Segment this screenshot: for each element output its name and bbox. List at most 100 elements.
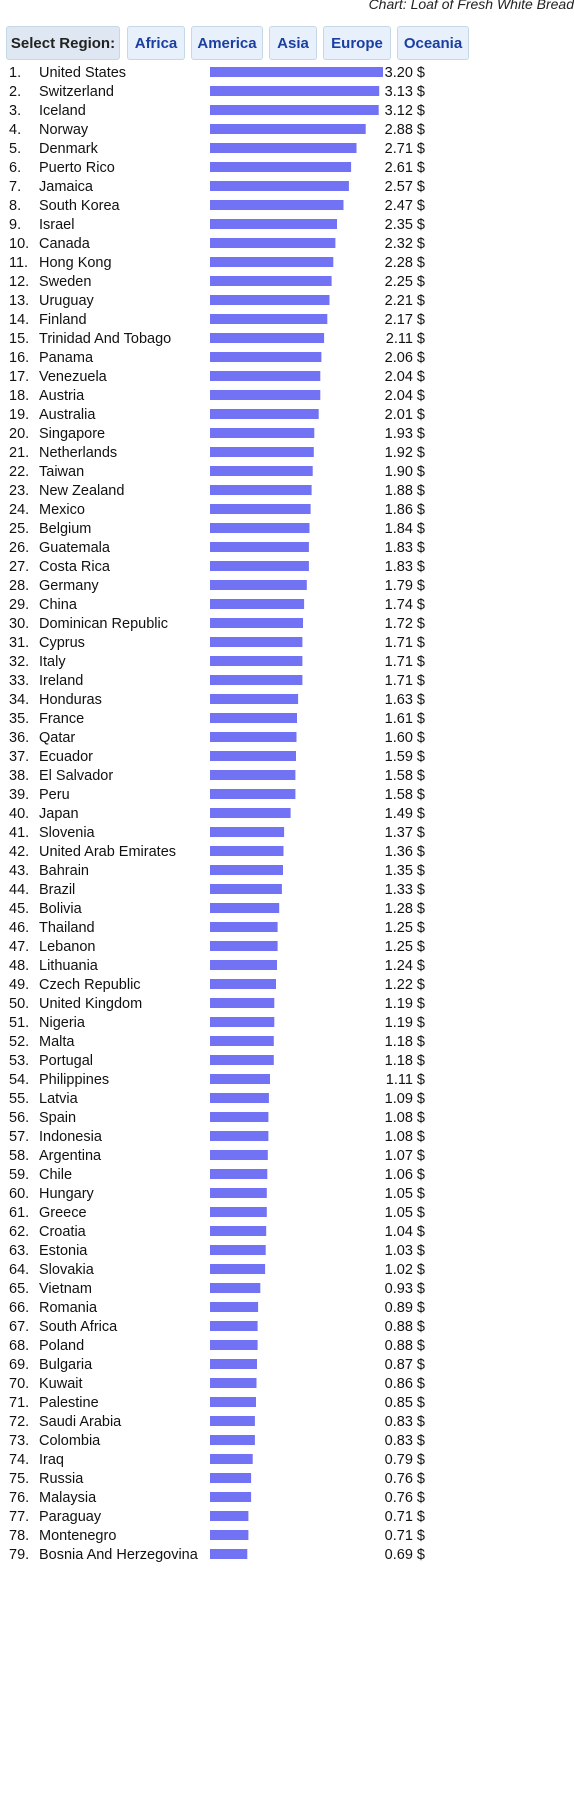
bar[interactable] [210, 998, 275, 1008]
bar[interactable] [210, 808, 291, 818]
bar[interactable] [210, 1169, 268, 1179]
bar[interactable] [210, 637, 303, 647]
bar[interactable] [210, 181, 349, 191]
bar[interactable] [210, 1378, 257, 1388]
bar[interactable] [210, 86, 380, 96]
bar[interactable] [210, 1321, 258, 1331]
region-button-africa[interactable]: Africa [127, 26, 185, 60]
region-button-oceania[interactable]: Oceania [397, 26, 469, 60]
bar[interactable] [210, 789, 296, 799]
bar[interactable] [210, 846, 284, 856]
bar[interactable] [210, 466, 313, 476]
bar[interactable] [210, 143, 357, 153]
bar[interactable] [210, 1340, 258, 1350]
bar[interactable] [210, 1207, 267, 1217]
bar[interactable] [210, 504, 311, 514]
bar[interactable] [210, 352, 322, 362]
bar[interactable] [210, 1283, 261, 1293]
value-label: 0.88 $ [385, 1338, 425, 1354]
bar[interactable] [210, 238, 336, 248]
bar[interactable] [210, 732, 297, 742]
bar[interactable] [210, 1416, 255, 1426]
bar[interactable] [210, 618, 303, 628]
value-label: 1.18 $ [385, 1053, 425, 1069]
bar[interactable] [210, 884, 282, 894]
bar[interactable] [210, 1359, 257, 1369]
bar[interactable] [210, 599, 305, 609]
bar[interactable] [210, 675, 303, 685]
bar[interactable] [210, 580, 307, 590]
bar[interactable] [210, 770, 296, 780]
rank-label: 30. [9, 616, 29, 632]
bar[interactable] [210, 1112, 269, 1122]
bar[interactable] [210, 1055, 274, 1065]
bar[interactable] [210, 428, 315, 438]
rank-label: 46. [9, 920, 29, 936]
bar[interactable] [210, 1226, 267, 1236]
bar[interactable] [210, 67, 383, 77]
country-label: Canada [39, 236, 91, 252]
value-label: 0.89 $ [385, 1300, 425, 1316]
bar[interactable] [210, 200, 344, 210]
bar[interactable] [210, 979, 276, 989]
bar[interactable] [210, 903, 280, 913]
bar[interactable] [210, 105, 379, 115]
bar[interactable] [210, 1492, 252, 1502]
bar[interactable] [210, 1093, 269, 1103]
bar[interactable] [210, 561, 309, 571]
bar[interactable] [210, 713, 297, 723]
rank-label: 29. [9, 597, 29, 613]
bar[interactable] [210, 1264, 266, 1274]
bar[interactable] [210, 1530, 249, 1540]
bar[interactable] [210, 1036, 274, 1046]
rank-label: 31. [9, 635, 29, 651]
bar[interactable] [210, 390, 321, 400]
region-button-europe[interactable]: Europe [323, 26, 391, 60]
bar[interactable] [210, 1245, 266, 1255]
bar[interactable] [210, 371, 321, 381]
bar[interactable] [210, 124, 366, 134]
bar[interactable] [210, 941, 278, 951]
chart-row: 71. Palestine 0.85 $ [9, 1395, 425, 1411]
bar[interactable] [210, 1017, 275, 1027]
bar[interactable] [210, 751, 296, 761]
rank-label: 9. [9, 217, 21, 233]
bar[interactable] [210, 295, 330, 305]
bar[interactable] [210, 865, 283, 875]
bar[interactable] [210, 1435, 255, 1445]
bar[interactable] [210, 485, 312, 495]
bar[interactable] [210, 1074, 270, 1084]
bar[interactable] [210, 1150, 268, 1160]
rank-label: 45. [9, 901, 29, 917]
bar[interactable] [210, 333, 325, 343]
bar[interactable] [210, 257, 334, 267]
bar[interactable] [210, 694, 299, 704]
bar[interactable] [210, 656, 303, 666]
bar[interactable] [210, 1473, 252, 1483]
region-button-asia[interactable]: Asia [269, 26, 317, 60]
bar[interactable] [210, 162, 352, 172]
bar[interactable] [210, 827, 285, 837]
country-label: South Korea [39, 198, 121, 214]
bar[interactable] [210, 447, 314, 457]
bar[interactable] [210, 1397, 256, 1407]
bar[interactable] [210, 542, 309, 552]
bar[interactable] [210, 1131, 269, 1141]
bar[interactable] [210, 922, 278, 932]
bar[interactable] [210, 276, 332, 286]
bar[interactable] [210, 1454, 253, 1464]
bar[interactable] [210, 960, 277, 970]
region-button-america[interactable]: America [191, 26, 263, 60]
bar[interactable] [210, 409, 319, 419]
bar[interactable] [210, 314, 328, 324]
country-label: Iraq [39, 1452, 64, 1468]
bar[interactable] [210, 1302, 259, 1312]
country-label: Qatar [39, 730, 75, 746]
bar[interactable] [210, 219, 337, 229]
bar[interactable] [210, 1188, 267, 1198]
rank-label: 73. [9, 1433, 29, 1449]
bar[interactable] [210, 1549, 248, 1559]
value-label: 2.71 $ [385, 141, 425, 157]
bar[interactable] [210, 523, 310, 533]
bar[interactable] [210, 1511, 249, 1521]
